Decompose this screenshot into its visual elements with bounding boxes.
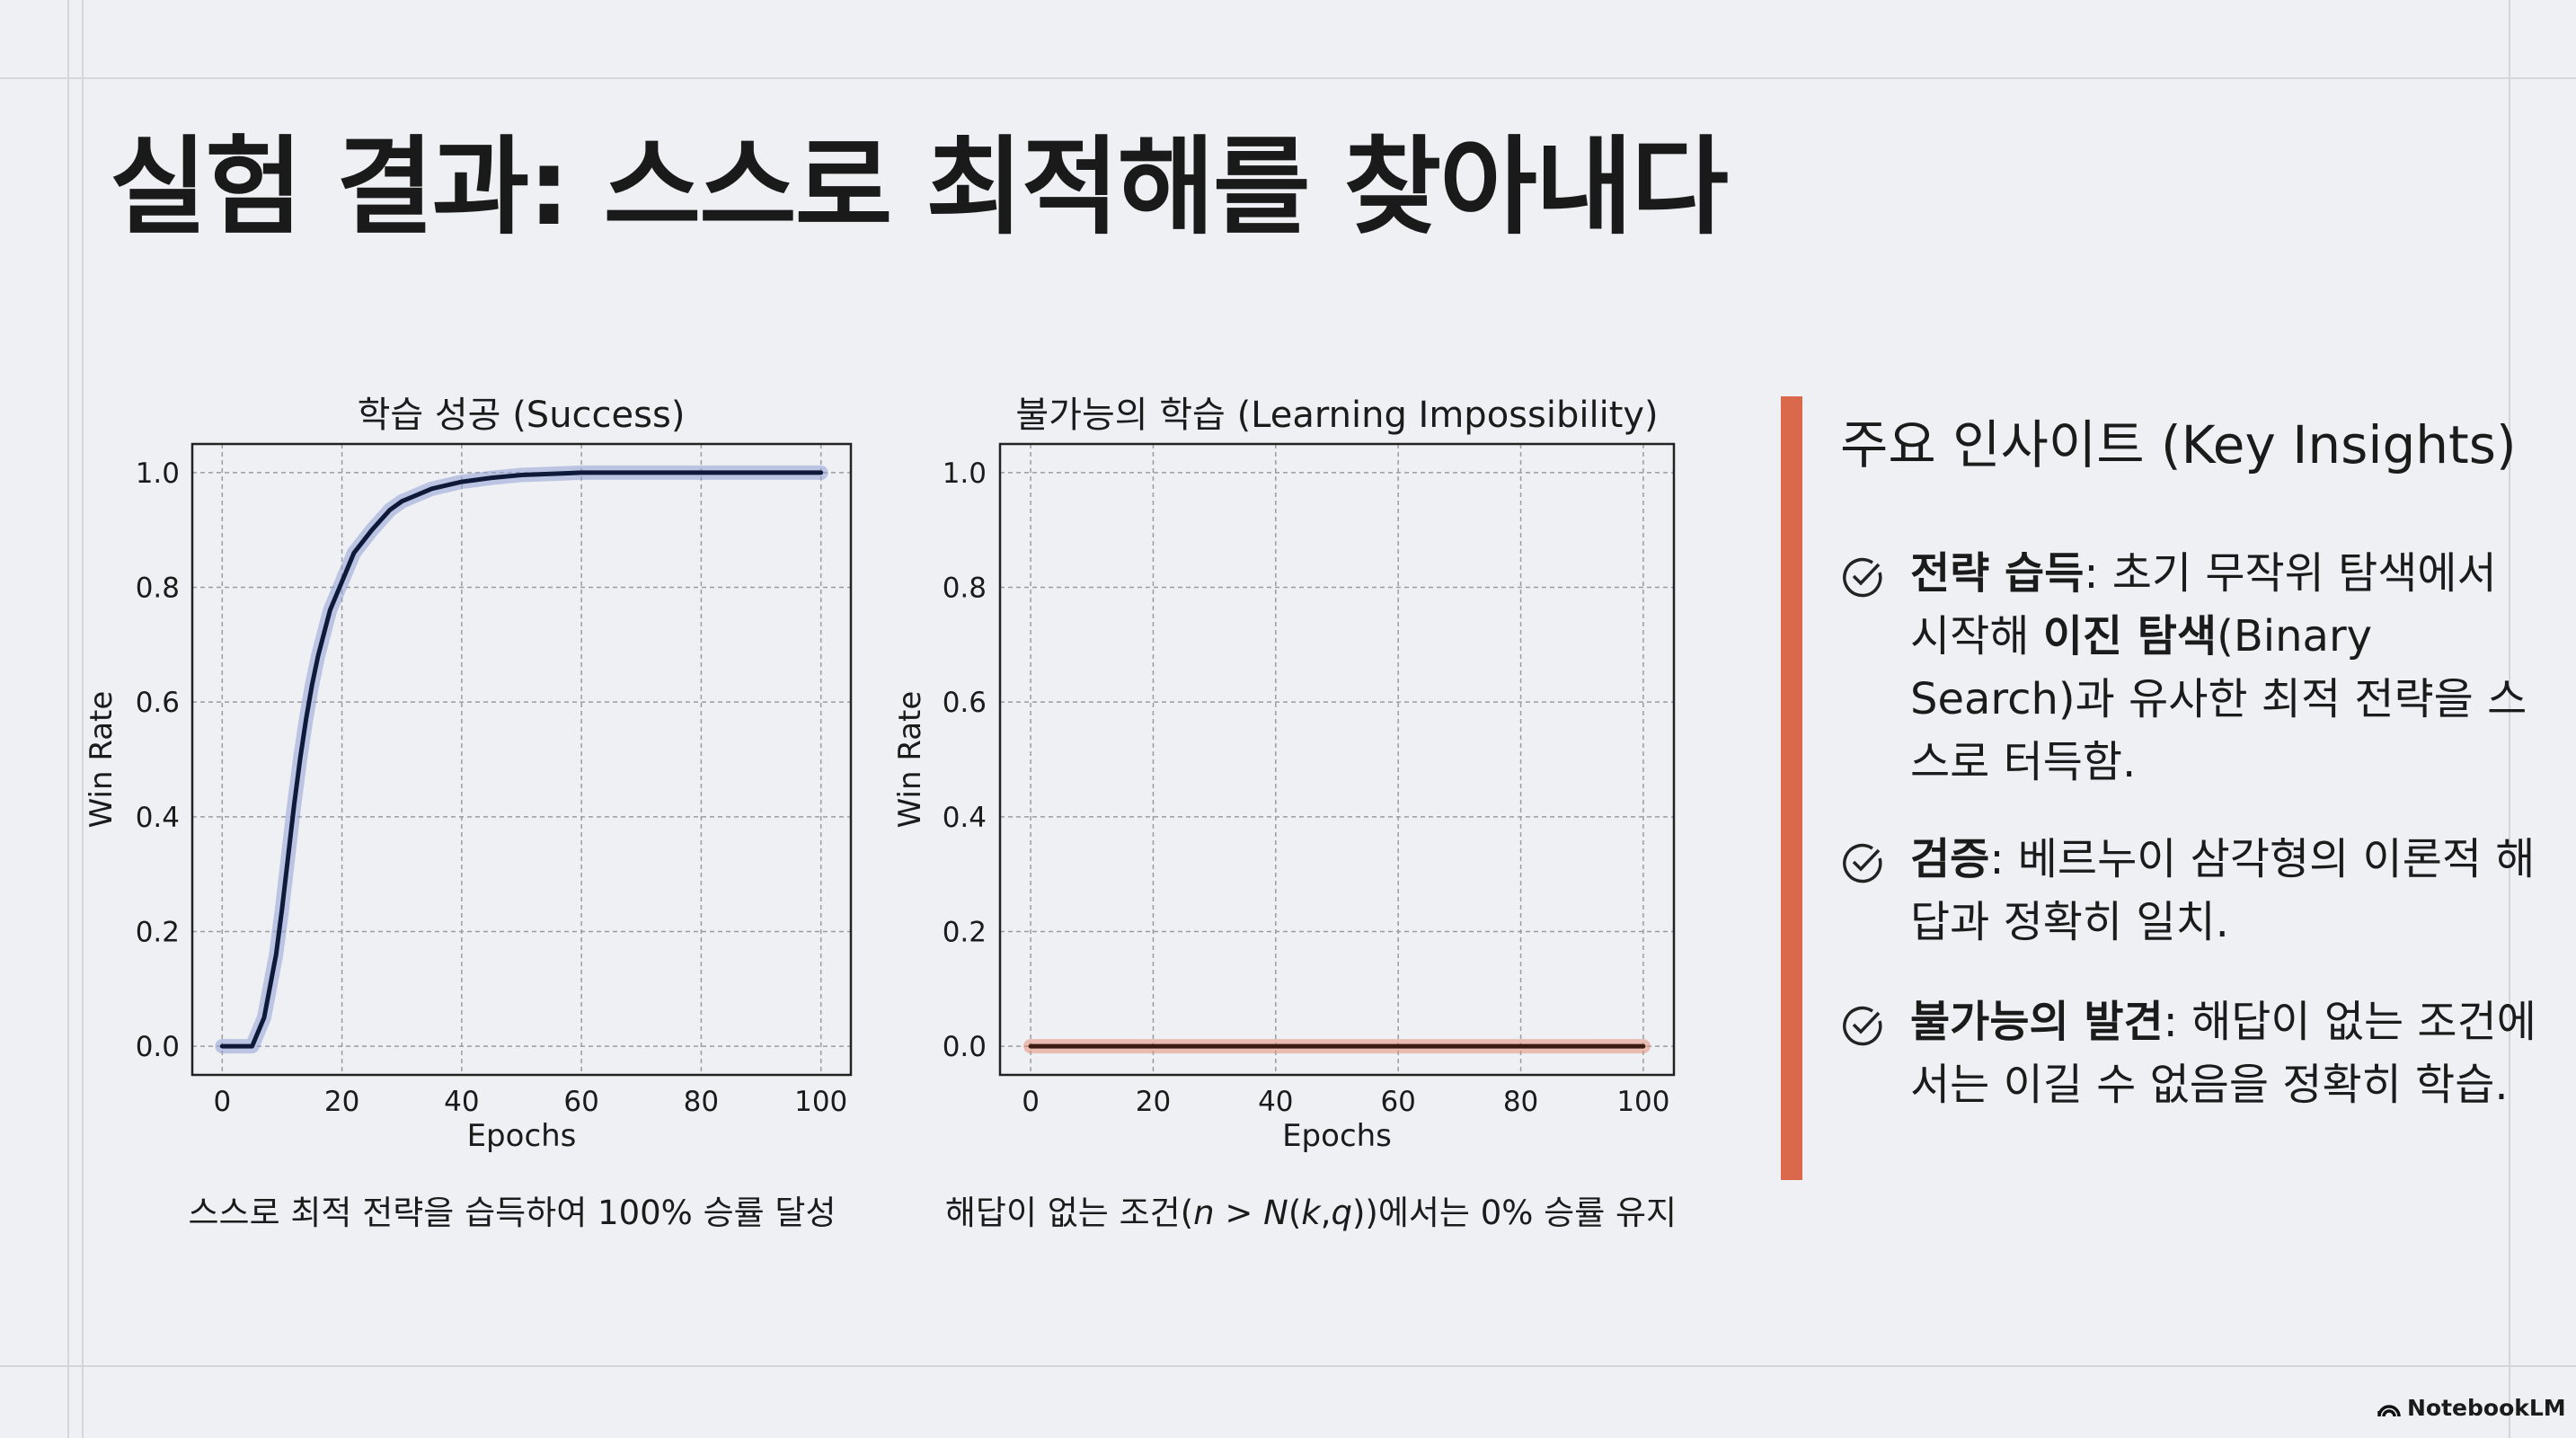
caption-part: n bbox=[1193, 1194, 1214, 1232]
y-tick-label: 0.0 bbox=[943, 1031, 987, 1063]
y-tick-label: 0.8 bbox=[136, 573, 180, 605]
check-circle-icon bbox=[1843, 1006, 1882, 1046]
insight-bold: 전략 습득 bbox=[1910, 548, 2085, 599]
insights-title: 주요 인사이트 (Key Insights) bbox=[1840, 414, 2517, 475]
x-tick-label: 40 bbox=[1258, 1086, 1293, 1118]
win-rate-line bbox=[219, 470, 824, 1049]
y-tick-label: 0.2 bbox=[943, 916, 987, 948]
x-tick-label: 60 bbox=[1380, 1086, 1415, 1118]
caption-part: , bbox=[1321, 1194, 1332, 1232]
insight-text: : 해답이 없는 조건에서는 이길 수 없음을 정확히 학습. bbox=[1910, 997, 2536, 1110]
x-axis-label: Epochs bbox=[1282, 1118, 1392, 1154]
notebooklm-logo: NotebookLM bbox=[2377, 1395, 2566, 1421]
caption-part: 해답이 없는 조건( bbox=[945, 1194, 1193, 1232]
x-tick-label: 0 bbox=[213, 1086, 231, 1118]
x-tick-label: 80 bbox=[684, 1086, 719, 1118]
x-tick-label: 20 bbox=[324, 1086, 359, 1118]
y-tick-label: 0.4 bbox=[136, 802, 180, 834]
x-tick-label: 100 bbox=[1616, 1086, 1669, 1118]
y-tick-label: 0.0 bbox=[136, 1031, 180, 1063]
check-circle-icon bbox=[1843, 843, 1882, 883]
insight-bold: 이진 탐색 bbox=[2042, 611, 2217, 661]
x-tick-label: 80 bbox=[1503, 1086, 1538, 1118]
insight-text: : 베르누이 삼각형의 이론적 해답과 정확히 일치. bbox=[1910, 834, 2536, 947]
y-tick-label: 0.6 bbox=[136, 687, 180, 719]
insight-bold: 검증 bbox=[1910, 834, 1990, 884]
plot-frame bbox=[190, 442, 853, 1077]
guide-line-left bbox=[67, 0, 69, 1438]
accent-bar bbox=[1781, 396, 1802, 1180]
x-axis-label: Epochs bbox=[467, 1118, 577, 1154]
x-tick-label: 60 bbox=[563, 1086, 598, 1118]
confidence-band bbox=[215, 465, 828, 1054]
brand-name: NotebookLM bbox=[2407, 1395, 2566, 1421]
x-tick-label: 100 bbox=[794, 1086, 847, 1118]
insight-text: : 초기 무작위 탐색에서 시작해 bbox=[1910, 548, 2497, 661]
y-tick-label: 1.0 bbox=[136, 457, 180, 490]
x-tick-label: 40 bbox=[444, 1086, 479, 1118]
caption-part: ( bbox=[1288, 1194, 1301, 1232]
caption-part: N bbox=[1263, 1194, 1288, 1232]
chart-title: 불가능의 학습 (Learning Impossibility) bbox=[1015, 395, 1658, 436]
insight-text: (Binary Search)과 유사한 최적 전략을 스스로 터득함. bbox=[1910, 611, 2527, 787]
y-tick-label: 0.6 bbox=[943, 687, 987, 719]
y-axis-label: Win Rate bbox=[84, 691, 120, 829]
guide-line-left-inner bbox=[82, 0, 84, 1438]
insight-bold: 불가능의 발견 bbox=[1910, 997, 2164, 1047]
caption-part: q bbox=[1331, 1194, 1352, 1232]
chart-caption: 스스로 최적 전략을 습득하여 100% 승률 달성 bbox=[189, 1194, 837, 1232]
plot-frame bbox=[998, 442, 1676, 1077]
slide-title: 실험 결과: 스스로 최적해를 찾아내다 bbox=[110, 125, 1729, 249]
chart-title: 학습 성공 (Success) bbox=[358, 395, 686, 436]
caption-part: k bbox=[1301, 1194, 1322, 1232]
y-tick-label: 0.8 bbox=[943, 573, 987, 605]
guide-line-right bbox=[2509, 0, 2510, 1438]
y-tick-label: 1.0 bbox=[943, 457, 987, 490]
x-tick-label: 20 bbox=[1136, 1086, 1171, 1118]
guide-line-top bbox=[0, 77, 2576, 79]
chart-caption: 해답이 없는 조건(n > N(k,q))에서는 0% 승률 유지 bbox=[945, 1194, 1677, 1232]
guide-line-bottom bbox=[0, 1365, 2576, 1367]
y-tick-label: 0.4 bbox=[943, 802, 987, 834]
caption-part: ))에서는 0% 승률 유지 bbox=[1352, 1194, 1677, 1232]
x-tick-label: 0 bbox=[1022, 1086, 1040, 1118]
y-axis-label: Win Rate bbox=[892, 691, 928, 829]
notebooklm-icon bbox=[2377, 1404, 2401, 1416]
caption-part: > bbox=[1215, 1194, 1264, 1232]
y-tick-label: 0.2 bbox=[136, 916, 180, 948]
check-circle-icon bbox=[1843, 557, 1882, 598]
